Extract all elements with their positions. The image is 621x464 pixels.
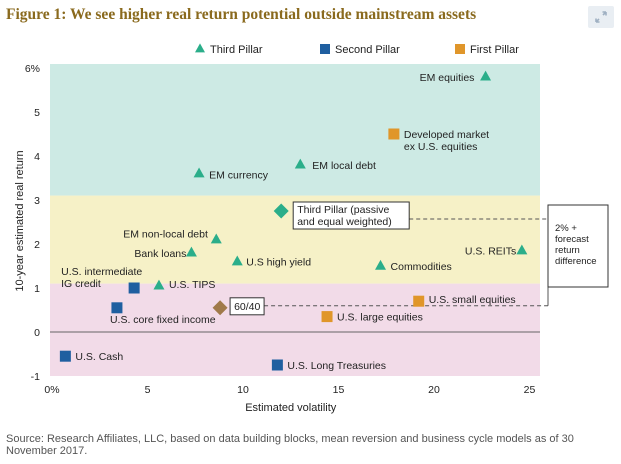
point-bank-loans [185,246,197,257]
x-tick-5: 5 [145,384,151,396]
y-axis-label: 10-year estimated real return [14,150,26,291]
point-u-s-high-yield [231,255,243,266]
point-labels: EM equities EM local debt EM currency EM no… [61,72,516,372]
legend: Third Pillar Second Pillar First Pillar [195,43,519,56]
point-label-u-s-core-fixed-income: U.S. core fixed income [110,314,216,326]
point-label-u-s-small-equities: U.S. small equities [429,294,516,306]
point-developed-market-ex-u-s-equities [388,128,400,140]
x-tick-25: 25 [524,384,536,396]
connector-lines [264,218,548,307]
x-tick-15: 15 [333,384,345,396]
x-tick-20: 20 [428,384,440,396]
point-u-s-core-fixed-income [111,302,123,314]
point-label-em-equities: EM equities [420,72,475,84]
sixty-forty-label-box [229,297,265,316]
scatter-chart: EM equities EM local debt EM currency EM no… [14,43,609,414]
point-u-s-large-equities [321,311,333,323]
y-tick-4: 4 [34,151,40,163]
y-tick-0: 0 [34,327,40,339]
legend-marker-third-pillar [195,43,205,53]
third-pillar-label: Third Pillar (passive and equal weighted) [297,204,392,228]
point-commodities [375,259,387,270]
point-label-developed-market-ex-u-s-equities: Developed market ex U.S. equities [404,129,489,153]
y-tick-3: 3 [34,195,40,207]
data-points [59,70,528,371]
point-u-s-small-equities [413,295,425,307]
point-u-s-reits [516,244,528,255]
legend-label-first-pillar: First Pillar [470,44,519,56]
y-tick-1: 1 [34,283,40,295]
point-label-bank-loans: Bank loans [134,248,186,260]
highlight-third-pillar [273,203,289,219]
x-tick-0: 0% [44,384,59,396]
point-label-u-s-long-treasuries: U.S. Long Treasuries [287,360,386,372]
band-2 [50,283,540,376]
x-tick-10: 10 [237,384,249,396]
x-axis-label: Estimated volatility [245,402,337,414]
point-u-s-tips [153,279,165,290]
third-pillar-label-box [292,201,410,230]
point-label-em-currency: EM currency [209,170,269,182]
x-tick-labels: 0% 5 10 15 20 25 [44,384,535,396]
source-note: Source: Research Affiliates, LLC, based … [6,433,574,457]
point-u-s-intermediate-ig-credit [128,282,140,294]
point-label-em-non-local-debt: EM non-local debt [123,229,208,241]
point-u-s-long-treasuries [271,359,283,371]
point-em-local-debt [294,158,306,169]
point-em-equities [480,70,492,81]
legend-marker-second-pillar [320,44,330,54]
point-em-currency [193,167,205,178]
y-tick-labels: -1 0 1 2 3 4 5 6% [25,63,40,383]
expand-icon [595,11,607,23]
point-em-non-local-debt [210,233,222,244]
legend-label-second-pillar: Second Pillar [335,44,400,56]
band-0 [50,64,540,196]
point-label-commodities: Commodities [391,261,452,273]
point-label-em-local-debt: EM local debt [312,160,376,172]
point-label-u-s-reits: U.S. REITs [465,246,516,258]
legend-marker-first-pillar [455,44,465,54]
annotation-box [547,204,609,288]
expand-button[interactable] [588,6,614,28]
sixty-forty-label: 60/40 [234,301,260,313]
y-tick-2: 2 [34,239,40,251]
point-label-u-s-high-yield: U.S high yield [246,257,311,269]
y-tick-5: 5 [34,107,40,119]
point-u-s-cash [59,350,71,362]
y-tick-1: -1 [31,371,40,383]
point-label-u-s-cash: U.S. Cash [75,351,123,363]
annotation-text: 2% + forecast return difference [555,223,597,267]
point-label-u-s-large-equities: U.S. large equities [337,312,423,324]
point-label-u-s-tips: U.S. TIPS [169,279,216,291]
return-difference-annotation: 2% + forecast return difference [547,204,609,306]
highlight-sixty-forty [212,300,228,316]
figure-title: Figure 1: We see higher real return pote… [6,6,477,23]
legend-label-third-pillar: Third Pillar [210,44,263,56]
point-label-u-s-intermediate-ig-credit: U.S. intermediate IG credit [61,266,142,290]
y-tick-6: 6% [25,63,40,75]
